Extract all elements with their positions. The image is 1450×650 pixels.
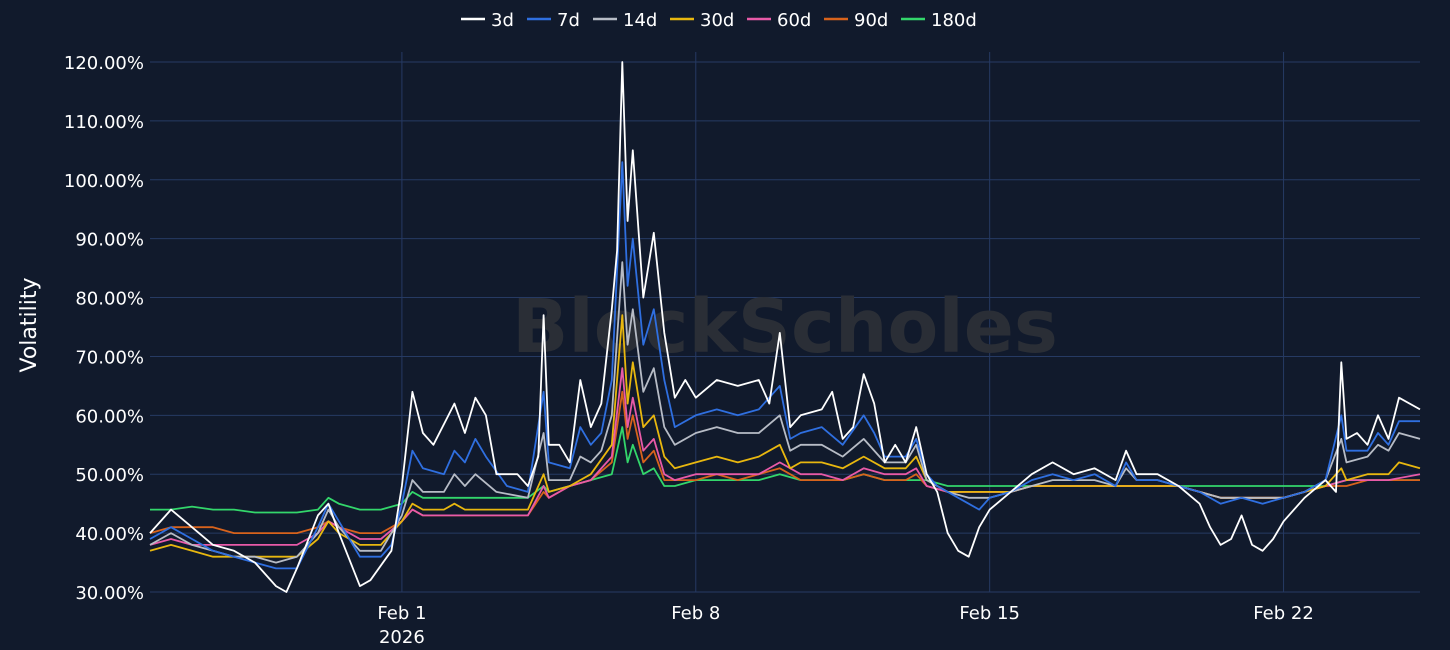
y-tick-label: 60.00% bbox=[75, 406, 144, 427]
y-tick-label: 90.00% bbox=[75, 230, 144, 251]
legend-label: 3d bbox=[491, 10, 514, 31]
legend-item-90d[interactable]: 90d bbox=[824, 10, 888, 31]
series-line-3d bbox=[149, 61, 1421, 593]
x-axis: Feb 1 2026 Feb 8 Feb 15 Feb 22 bbox=[377, 603, 1313, 648]
y-tick-label: 120.00% bbox=[64, 53, 144, 74]
legend-label: 14d bbox=[623, 10, 657, 31]
legend-item-3d[interactable]: 3d bbox=[461, 10, 514, 31]
x-tick-label: Feb 8 bbox=[671, 603, 720, 624]
legend-label: 7d bbox=[557, 10, 580, 31]
legend-item-14d[interactable]: 14d bbox=[593, 10, 657, 31]
series-line-180d bbox=[150, 426, 1420, 514]
legend-item-30d[interactable]: 30d bbox=[670, 10, 734, 31]
legend: 3d 7d 14d 30d 60d 90d 180d bbox=[461, 10, 977, 31]
x-tick-label: Feb 1 bbox=[377, 603, 426, 624]
x-tick-label: Feb 15 bbox=[959, 603, 1020, 624]
y-tick-label: 50.00% bbox=[75, 465, 144, 486]
x-tick-sublabel: 2026 bbox=[379, 627, 425, 648]
y-axis: 30.00% 40.00% 50.00% 60.00% 70.00% 80.00% 90.0… bbox=[64, 53, 144, 604]
legend-label: 30d bbox=[700, 10, 734, 31]
legend-item-60d[interactable]: 60d bbox=[747, 10, 811, 31]
y-tick-label: 40.00% bbox=[75, 524, 144, 545]
watermark: BlockScholes bbox=[512, 284, 1058, 370]
y-tick-label: 70.00% bbox=[75, 347, 144, 368]
legend-item-7d[interactable]: 7d bbox=[527, 10, 580, 31]
legend-label: 180d bbox=[931, 10, 977, 31]
y-axis-title: Volatility bbox=[17, 277, 42, 372]
y-tick-label: 100.00% bbox=[64, 171, 144, 192]
y-tick-label: 30.00% bbox=[75, 583, 144, 604]
series-line-7d bbox=[149, 161, 1420, 570]
y-tick-label: 80.00% bbox=[75, 289, 144, 310]
legend-item-180d[interactable]: 180d bbox=[901, 10, 977, 31]
series-lines bbox=[149, 61, 1421, 593]
y-tick-label: 110.00% bbox=[64, 112, 144, 133]
x-tick-label: Feb 22 bbox=[1253, 603, 1314, 624]
legend-label: 90d bbox=[854, 10, 888, 31]
legend-label: 60d bbox=[777, 10, 811, 31]
grid bbox=[150, 52, 1420, 593]
